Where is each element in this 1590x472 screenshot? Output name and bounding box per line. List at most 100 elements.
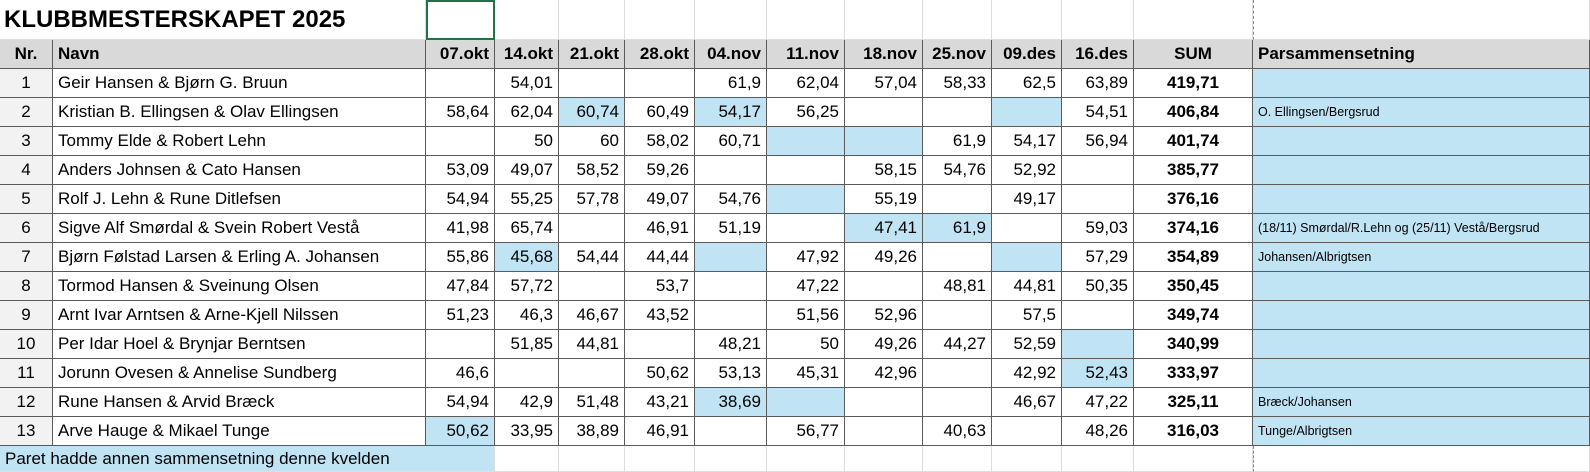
empty-cell [559,446,625,472]
score-cell [1062,156,1134,185]
empty-cell [695,446,767,472]
score-cell [559,359,625,388]
score-cell: 52,96 [845,301,923,330]
score-cell [1062,330,1134,359]
score-cell [992,417,1062,446]
column-header: 25.nov [923,40,992,69]
row-number: 10 [0,330,53,359]
score-cell: 46,91 [625,417,695,446]
score-cell: 63,89 [1062,69,1134,98]
pair-name: Kristian B. Ellingsen & Olav Ellingsen [53,98,426,127]
score-cell: 45,68 [495,243,559,272]
pair-note [1253,127,1590,156]
row-number: 8 [0,272,53,301]
score-cell [695,272,767,301]
score-cell: 40,63 [923,417,992,446]
score-cell: 44,81 [992,272,1062,301]
pair-note: Tunge/Albrigtsen [1253,417,1590,446]
score-cell: 56,25 [767,98,845,127]
score-cell: 53,13 [695,359,767,388]
sum-cell: 333,97 [1134,359,1253,388]
row-number: 3 [0,127,53,156]
score-cell: 55,19 [845,185,923,214]
score-cell [495,359,559,388]
score-cell: 42,92 [992,359,1062,388]
sum-cell: 406,84 [1134,98,1253,127]
score-cell [559,272,625,301]
score-cell [1062,301,1134,330]
score-cell [992,98,1062,127]
score-cell: 60,74 [559,98,625,127]
pair-note: Johansen/Albrigtsen [1253,243,1590,272]
score-cell: 42,9 [495,388,559,417]
score-cell: 61,9 [923,127,992,156]
score-cell: 62,04 [767,69,845,98]
score-cell: 50,62 [625,359,695,388]
empty-cell [767,0,845,40]
pair-note: Bræck/Johansen [1253,388,1590,417]
empty-cell [767,446,845,472]
score-cell: 49,07 [495,156,559,185]
column-header: 11.nov [767,40,845,69]
column-header: Navn [53,40,426,69]
score-cell [767,156,845,185]
empty-cell [845,446,923,472]
score-cell [845,98,923,127]
score-cell: 54,76 [695,185,767,214]
row-number: 5 [0,185,53,214]
pair-name: Sigve Alf Smørdal & Svein Robert Vestå [53,214,426,243]
score-cell: 46,3 [495,301,559,330]
column-header: SUM [1134,40,1253,69]
empty-cell [992,0,1062,40]
score-cell [1062,185,1134,214]
score-cell: 57,72 [495,272,559,301]
score-cell: 56,77 [767,417,845,446]
score-cell: 57,5 [992,301,1062,330]
empty-cell [1134,446,1253,472]
score-cell [625,69,695,98]
score-cell: 55,25 [495,185,559,214]
score-cell: 57,78 [559,185,625,214]
score-cell [845,388,923,417]
score-cell [923,388,992,417]
pair-name: Arnt Ivar Arntsen & Arne-Kjell Nilssen [53,301,426,330]
score-cell: 57,04 [845,69,923,98]
score-cell [695,301,767,330]
score-cell: 52,59 [992,330,1062,359]
column-header: 14.okt [495,40,559,69]
empty-cell [695,0,767,40]
score-cell: 44,44 [625,243,695,272]
score-cell [923,243,992,272]
score-cell: 49,26 [845,330,923,359]
score-cell: 58,33 [923,69,992,98]
pair-note [1253,185,1590,214]
row-number: 7 [0,243,53,272]
score-cell: 50,35 [1062,272,1134,301]
score-cell: 41,98 [426,214,495,243]
column-header: 07.okt [426,40,495,69]
row-number: 9 [0,301,53,330]
score-cell [923,98,992,127]
pair-note [1253,272,1590,301]
score-cell: 47,41 [845,214,923,243]
empty-cell [923,446,992,472]
score-cell: 50 [495,127,559,156]
score-cell: 45,31 [767,359,845,388]
score-cell: 33,95 [495,417,559,446]
column-header: Parsammensetning [1253,40,1590,69]
score-cell: 47,84 [426,272,495,301]
column-header: 09.des [992,40,1062,69]
score-cell [767,185,845,214]
score-cell: 58,64 [426,98,495,127]
score-cell: 47,22 [767,272,845,301]
score-cell: 54,51 [1062,98,1134,127]
pair-name: Tommy Elde & Robert Lehn [53,127,426,156]
sum-cell: 340,99 [1134,330,1253,359]
score-cell [992,243,1062,272]
score-cell: 43,21 [625,388,695,417]
score-cell: 55,86 [426,243,495,272]
score-cell: 49,26 [845,243,923,272]
column-header: 18.nov [845,40,923,69]
score-cell [426,69,495,98]
